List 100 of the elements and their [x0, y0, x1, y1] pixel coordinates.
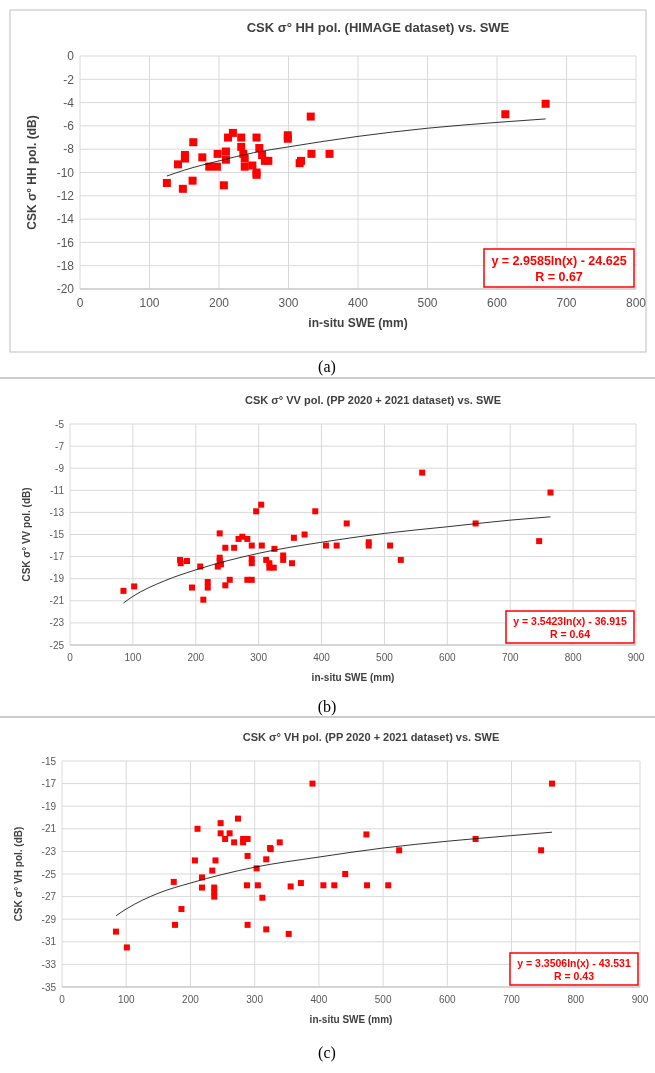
point	[301, 531, 308, 538]
line-series	[123, 516, 551, 604]
x-tick-label: 600	[438, 994, 457, 1005]
text: (a)	[318, 358, 336, 376]
point	[244, 852, 251, 859]
point	[226, 830, 233, 837]
point	[306, 112, 315, 121]
point	[363, 831, 370, 838]
y-tick-label: -6	[63, 119, 75, 134]
x-tick-label: 700	[503, 994, 521, 1005]
x-tick-label: 700	[501, 652, 519, 663]
point	[396, 847, 403, 854]
point	[309, 780, 316, 787]
point	[243, 882, 250, 889]
x-tick-label: 400	[310, 994, 328, 1005]
x-tick-label: 500	[374, 994, 392, 1005]
point	[263, 926, 270, 933]
y-tick-label: -5	[55, 418, 65, 430]
point	[287, 883, 294, 890]
point	[331, 882, 338, 889]
y-tick-label: -25	[41, 868, 57, 880]
point	[212, 162, 221, 171]
point	[217, 830, 224, 837]
x-tick-label: 300	[250, 652, 268, 663]
chart-title: CSK σ° VV pol. (PP 2020 + 2021 dataset) vs. SWE	[245, 394, 501, 406]
point	[204, 579, 211, 586]
point	[231, 544, 238, 551]
x-tick-label: 200	[187, 652, 205, 663]
y-tick-label: -17	[49, 551, 65, 563]
point	[216, 530, 223, 537]
point	[252, 133, 261, 142]
point	[222, 544, 229, 551]
point	[549, 780, 556, 787]
point	[248, 576, 255, 583]
point	[385, 882, 392, 889]
point	[172, 921, 179, 928]
point	[226, 576, 233, 583]
y-tick-label: -35	[41, 981, 57, 993]
point	[178, 906, 185, 913]
point	[285, 930, 292, 937]
point	[228, 128, 237, 137]
y-tick-label: -17	[41, 778, 57, 790]
y-tick-label: 0	[67, 49, 75, 64]
point	[123, 944, 130, 951]
point	[258, 542, 265, 549]
point	[194, 825, 201, 832]
point	[112, 928, 119, 935]
y-axis-title: CSK σ° VV pol. (dB)	[21, 487, 32, 582]
y-tick-label: -2	[63, 72, 75, 87]
y-tick-label: -29	[41, 913, 57, 925]
y-tick-label: -20	[56, 282, 75, 297]
point	[177, 560, 184, 567]
x-tick-label: 600	[438, 652, 457, 663]
point	[219, 181, 228, 190]
point	[254, 882, 261, 889]
point	[198, 153, 207, 162]
point	[343, 520, 350, 527]
point	[244, 835, 251, 842]
point	[209, 867, 216, 874]
point	[213, 149, 222, 158]
point	[248, 161, 257, 170]
y-axis-title: CSK σ° VH pol. (dB)	[13, 826, 24, 922]
x-axis-title: in-situ SWE (mm)	[309, 1014, 393, 1025]
x-tick-label: 800	[625, 296, 647, 310]
annotation: y = 2.9585ln(x) - 24.625	[491, 254, 627, 269]
annotation: y = 3.3506ln(x) - 43.531	[517, 957, 631, 970]
point	[240, 154, 249, 163]
annotation: y = 3.5423ln(x) - 36.915	[513, 615, 627, 628]
x-tick-label: 0	[76, 296, 84, 310]
point	[387, 542, 394, 549]
point	[131, 583, 138, 590]
point	[333, 542, 340, 549]
point	[290, 534, 297, 541]
x-tick-label: 200	[208, 296, 230, 310]
y-tick-label: -18	[56, 258, 75, 273]
point	[364, 882, 371, 889]
point	[222, 835, 229, 842]
annotation: R = 0.64	[550, 628, 591, 641]
y-axis-title: CSK σ° HH pol. (dB)	[25, 115, 39, 230]
point	[211, 893, 218, 900]
point	[120, 587, 127, 594]
y-tick-label: -33	[41, 958, 57, 970]
x-tick-label: 900	[631, 994, 649, 1005]
point	[307, 149, 316, 158]
point	[297, 880, 304, 887]
point	[212, 857, 219, 864]
y-tick-label: -11	[50, 484, 65, 496]
y-tick-label: -7	[55, 440, 65, 452]
y-tick-label: -23	[49, 617, 65, 629]
annotation: R = 0.67	[535, 270, 583, 285]
point	[419, 469, 426, 476]
y-tick-label: -9	[55, 462, 65, 474]
y-tick-label: -21	[49, 595, 65, 607]
point	[162, 178, 171, 187]
point	[170, 878, 177, 885]
x-tick-label: 100	[117, 994, 135, 1005]
point	[259, 894, 266, 901]
point	[188, 176, 197, 185]
y-tick-label: -10	[56, 165, 75, 180]
point	[178, 184, 187, 193]
